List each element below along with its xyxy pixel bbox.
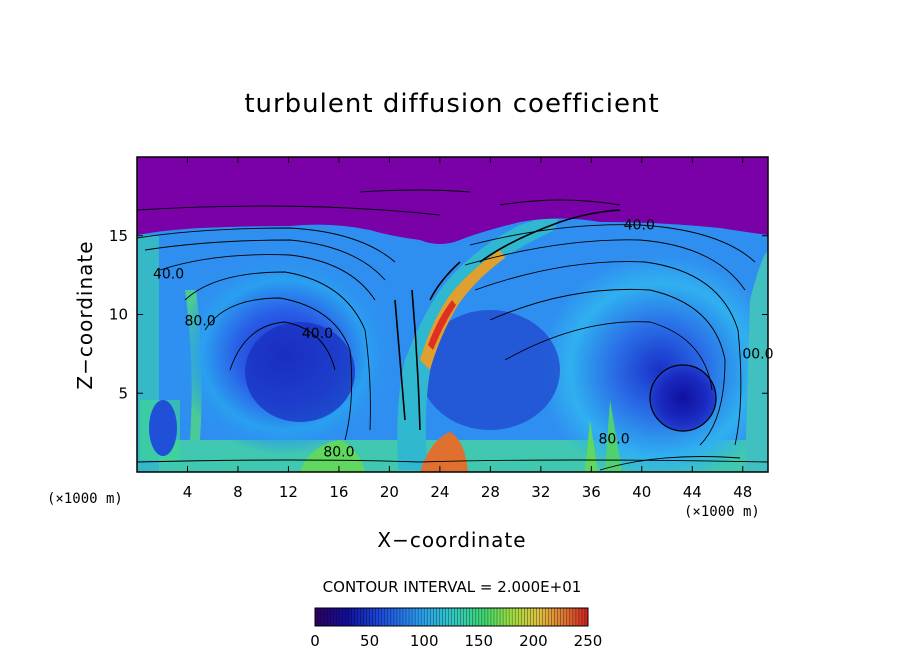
x-axis-ticks: 4 8 12 16 20 24 28 32 36 40 44 48 bbox=[183, 157, 752, 501]
colorbar-frame bbox=[314, 607, 589, 627]
x-tick-label: 40 bbox=[632, 483, 651, 501]
colorbar-stripes bbox=[317, 608, 586, 626]
contour-label: 40.0 bbox=[153, 266, 184, 282]
x-tick-label: 48 bbox=[733, 483, 752, 501]
heatmap-field bbox=[137, 157, 768, 472]
x-tick-label: 16 bbox=[329, 483, 348, 501]
colorbar-tick-label: 0 bbox=[310, 632, 320, 650]
x-tick-label: 4 bbox=[183, 483, 193, 501]
colorbar-ticks: 0 50 100 150 200 250 bbox=[310, 632, 602, 650]
x-tick-label: 8 bbox=[233, 483, 243, 501]
y-tick-label: 5 bbox=[118, 384, 128, 402]
colorbar-tick-label: 100 bbox=[410, 632, 439, 650]
y-axis-label: Z−coordinate bbox=[73, 240, 97, 389]
contour-label: 80.0 bbox=[185, 314, 216, 330]
y-axis-ticks: 5 10 15 bbox=[109, 227, 768, 402]
colorbar-tick-label: 250 bbox=[574, 632, 603, 650]
x-tick-label: 44 bbox=[683, 483, 702, 501]
y-tick-label: 10 bbox=[109, 306, 128, 324]
x-tick-label: 28 bbox=[481, 483, 500, 501]
x-tick-label: 36 bbox=[582, 483, 601, 501]
x-unit-right: (×1000 m) bbox=[684, 504, 760, 520]
x-tick-label: 20 bbox=[380, 483, 399, 501]
x-tick-label: 24 bbox=[430, 483, 449, 501]
x-tick-label: 32 bbox=[531, 483, 550, 501]
contour-labels: 40.0 80.0 40.0 80.0 40.0 80.0 00.0 bbox=[153, 217, 774, 460]
x-tick-label: 12 bbox=[279, 483, 298, 501]
colorbar-tick-label: 150 bbox=[464, 632, 493, 650]
colorbar: 0 50 100 150 200 250 bbox=[310, 607, 602, 650]
contour-label: 40.0 bbox=[624, 217, 655, 233]
contour-label: 40.0 bbox=[302, 326, 333, 342]
colorbar-tick-label: 200 bbox=[519, 632, 548, 650]
contour-label: 80.0 bbox=[323, 444, 354, 460]
x-unit-left: (×1000 m) bbox=[47, 491, 123, 507]
contour-label: 80.0 bbox=[598, 432, 629, 448]
contour-label: 00.0 bbox=[742, 347, 773, 363]
colorbar-tick-label: 50 bbox=[360, 632, 379, 650]
chart-title: turbulent diffusion coefficient bbox=[244, 89, 659, 119]
y-tick-label: 15 bbox=[109, 227, 128, 245]
x-axis-label: X−coordinate bbox=[377, 528, 526, 552]
contour-interval: CONTOUR INTERVAL = 2.000E+01 bbox=[323, 578, 582, 596]
